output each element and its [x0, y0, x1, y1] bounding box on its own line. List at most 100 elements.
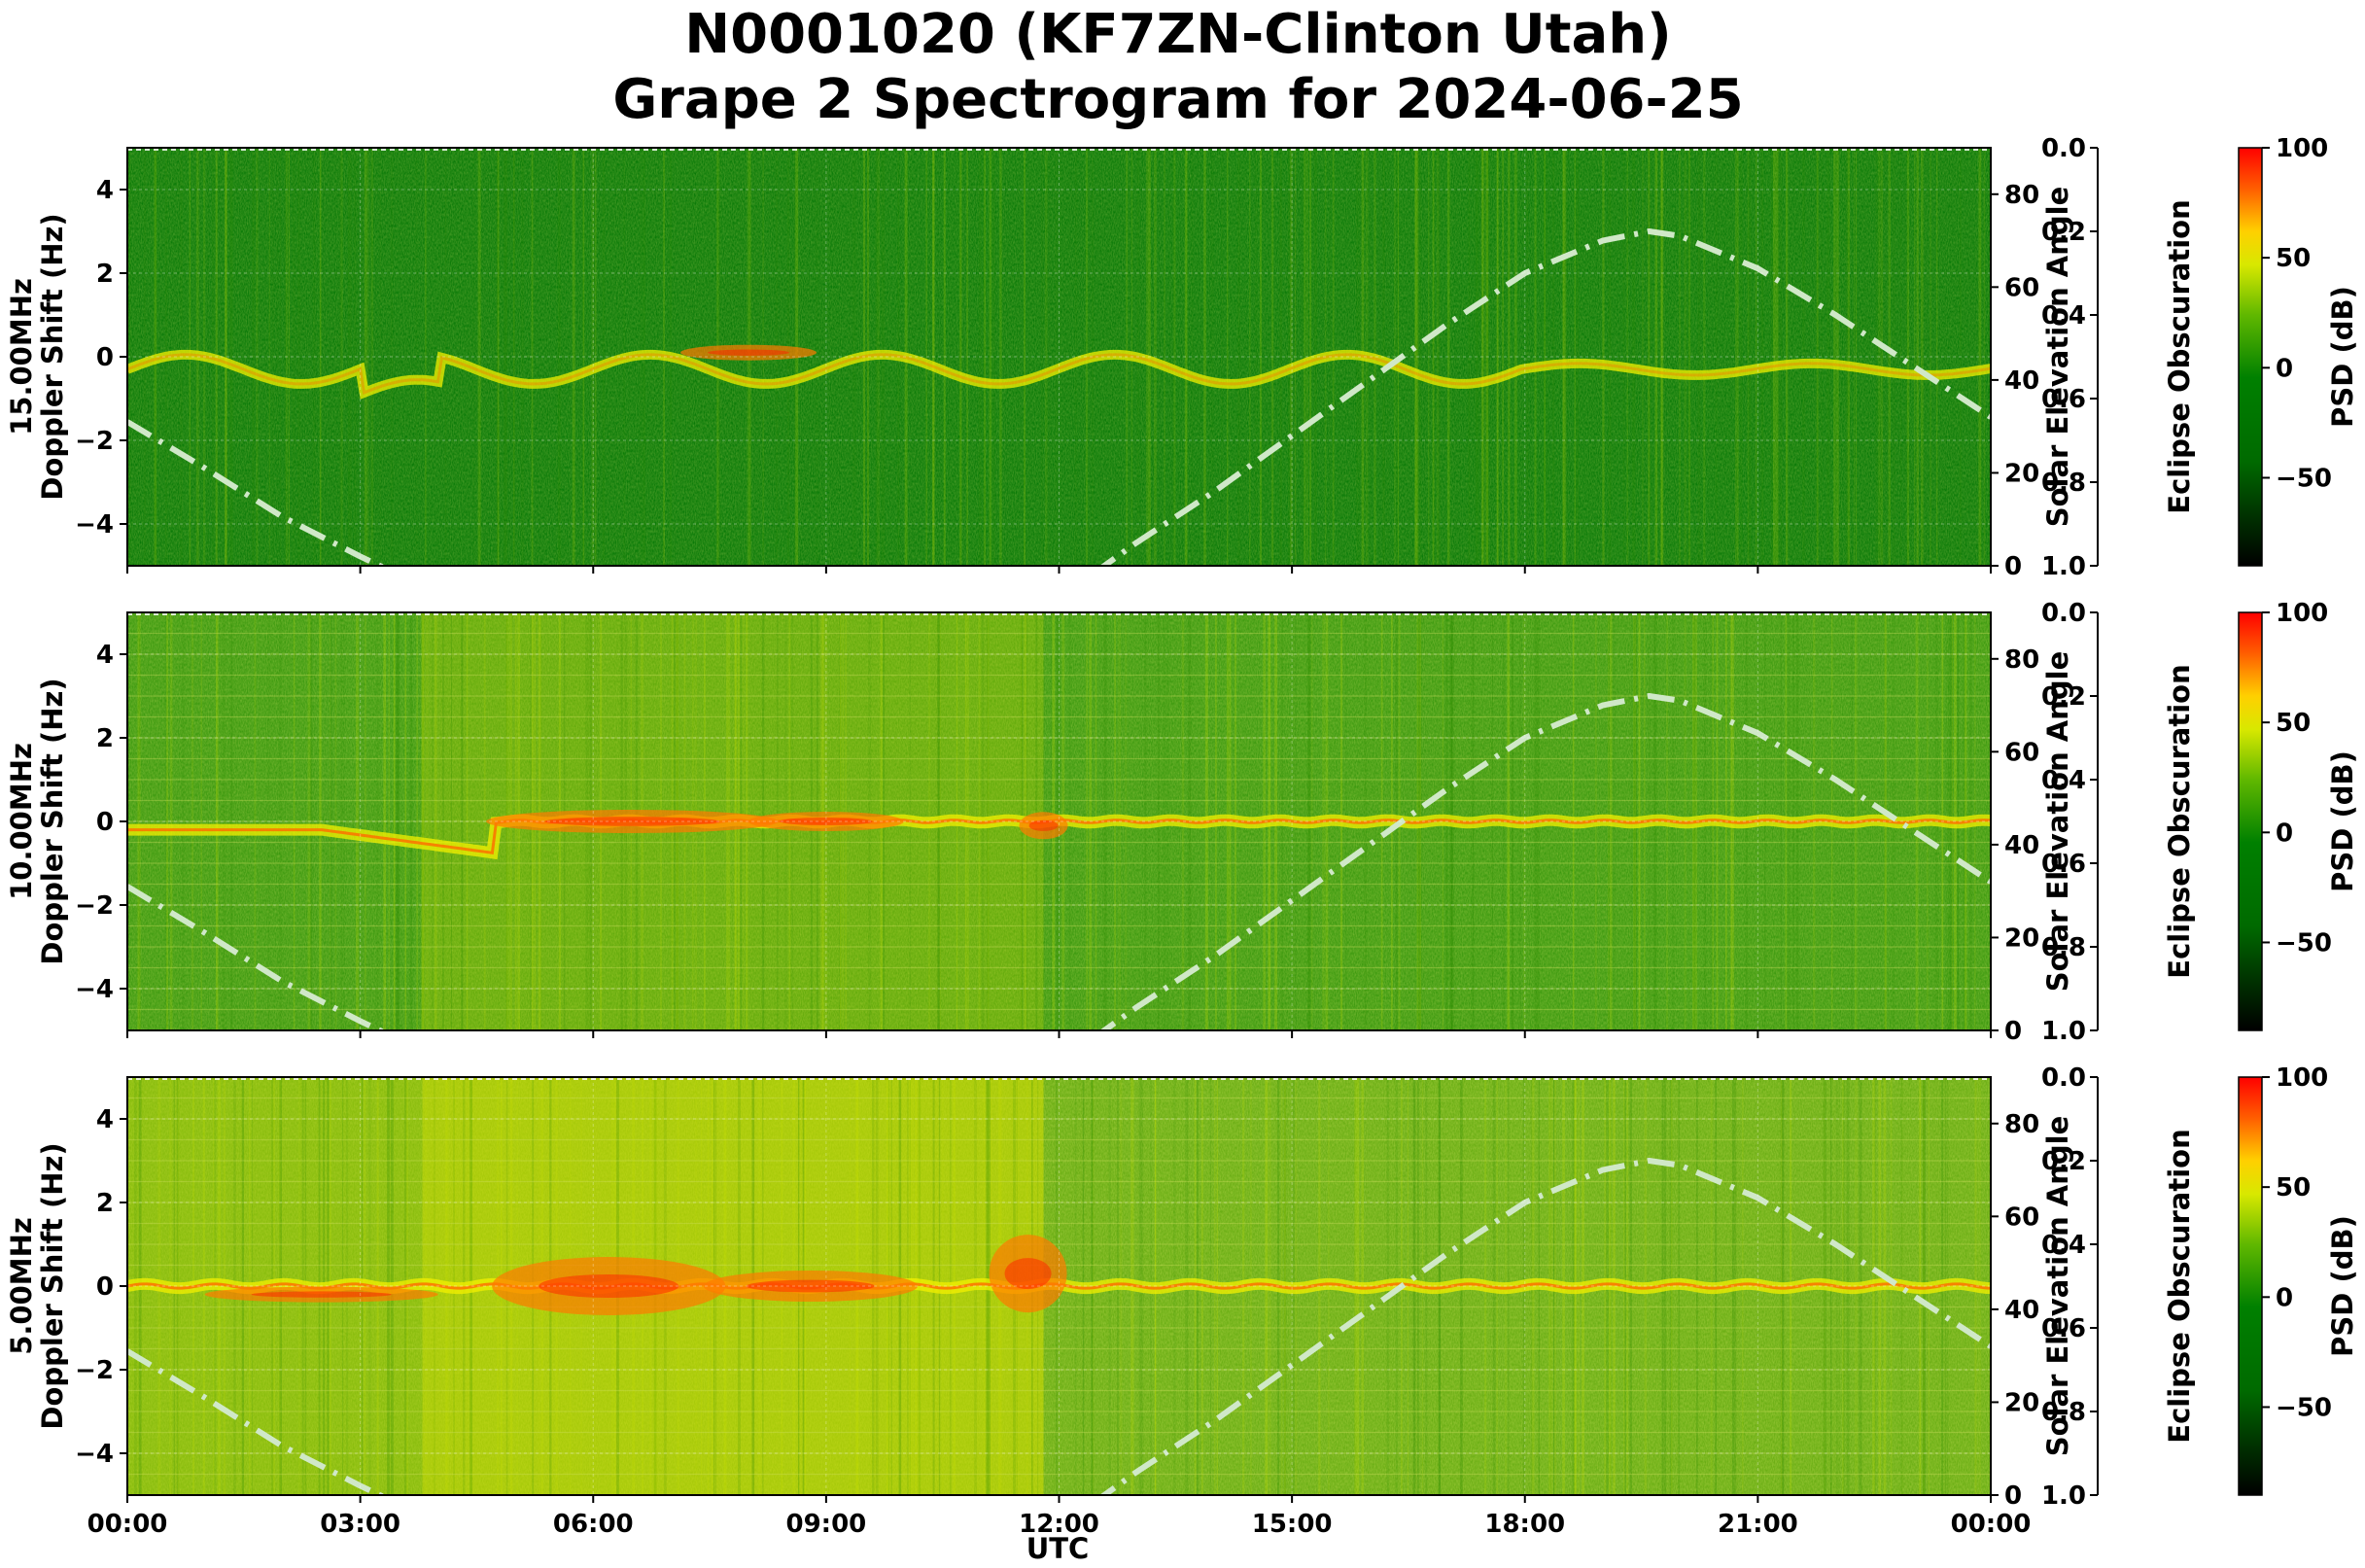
psd-tick-label: −50 — [2276, 928, 2332, 958]
x-tick-label: 18:00 — [1484, 1510, 1565, 1539]
psd-axis-label: PSD (dB) — [2326, 750, 2359, 892]
x-tick-label: 12:00 — [1019, 1510, 1099, 1539]
eclipse-tick-label: 0.0 — [2041, 134, 2086, 163]
y-tick-label: −2 — [75, 427, 114, 456]
eclipse-tick-label: 0.6 — [2041, 385, 2086, 414]
psd-tick-label: 0 — [2276, 819, 2293, 848]
y-tick-label: 0 — [96, 343, 114, 372]
psd-tick-label: 100 — [2276, 1063, 2328, 1093]
psd-tick-label: 100 — [2276, 134, 2328, 163]
x-tick-label: 15:00 — [1252, 1510, 1333, 1539]
eclipse-tick-label: 1.0 — [2041, 1017, 2086, 1046]
x-axis-label: UTC — [1026, 1532, 1090, 1565]
solar-tick-label: 80 — [2004, 645, 2039, 675]
solar-tick-label: 0 — [2004, 1017, 2022, 1046]
carrier-trace — [127, 349, 1991, 400]
eclipse-tick-label: 0.6 — [2041, 850, 2086, 879]
solar-tick-label: 0 — [2004, 1481, 2022, 1511]
eclipse-tick-label: 1.0 — [2041, 552, 2086, 581]
spectrogram-heatmap — [127, 612, 1991, 1030]
eclipse-tick-label: 0.0 — [2041, 1063, 2086, 1093]
psd-axis-label: PSD (dB) — [2326, 1215, 2359, 1357]
y-tick-label: 2 — [96, 1189, 114, 1218]
eclipse-tick-label: 0.6 — [2041, 1314, 2086, 1343]
y-tick-label: −4 — [75, 975, 114, 1004]
chart-subtitle: Grape 2 Spectrogram for 2024-06-25 — [612, 68, 1743, 131]
frequency-label: 5.00MHz — [5, 1217, 38, 1355]
eclipse-tick-label: 0.4 — [2041, 766, 2086, 795]
solar-elevation-curve — [127, 693, 1991, 1030]
y-tick-label: −4 — [75, 1440, 114, 1469]
x-tick-label: 06:00 — [553, 1510, 634, 1539]
solar-tick-label: 80 — [2004, 1110, 2039, 1139]
psd-tick-label: −50 — [2276, 1393, 2332, 1422]
solar-axis-label: Solar Elevation Angle — [2041, 187, 2074, 528]
psd-tick-label: 0 — [2276, 1283, 2293, 1312]
y-tick-label: −4 — [75, 510, 114, 540]
psd-colorbar — [2238, 611, 2263, 1031]
eclipse-tick-label: 0.2 — [2041, 1147, 2086, 1176]
eclipse-axis-label: Eclipse Obscuration — [2163, 199, 2196, 513]
solar-tick-label: 40 — [2004, 831, 2039, 860]
eclipse-tick-label: 0.2 — [2041, 682, 2086, 712]
y-tick-label: 4 — [96, 176, 114, 205]
frequency-label: 10.00MHz — [5, 743, 38, 900]
spectrogram-heatmap — [127, 1077, 1991, 1495]
solar-elevation-curve — [127, 228, 1991, 566]
x-tick-label: 21:00 — [1718, 1510, 1798, 1539]
eclipse-tick-label: 0.0 — [2041, 599, 2086, 628]
solar-tick-label: 80 — [2004, 181, 2039, 210]
solar-tick-label: 60 — [2004, 273, 2039, 302]
psd-tick-label: 100 — [2276, 599, 2328, 628]
psd-tick-label: 50 — [2276, 1173, 2311, 1202]
frequency-label: 15.00MHz — [5, 278, 38, 436]
psd-axis-label: PSD (dB) — [2326, 286, 2359, 428]
solar-elevation-curve — [127, 1158, 1991, 1495]
x-tick-label: 00:00 — [87, 1510, 168, 1539]
eclipse-tick-label: 0.4 — [2041, 301, 2086, 331]
solar-tick-label: 20 — [2004, 923, 2039, 953]
eclipse-tick-label: 0.8 — [2041, 1398, 2086, 1427]
doppler-axis-label: Doppler Shift (Hz) — [36, 213, 69, 500]
psd-tick-label: 50 — [2276, 709, 2311, 738]
solar-axis-label: Solar Elevation Angle — [2041, 651, 2074, 993]
eclipse-tick-label: 0.8 — [2041, 469, 2086, 498]
y-tick-label: −2 — [75, 1356, 114, 1385]
psd-tick-label: −50 — [2276, 464, 2332, 493]
doppler-axis-label: Doppler Shift (Hz) — [36, 1142, 69, 1429]
y-tick-label: 2 — [96, 260, 114, 289]
solar-tick-label: 60 — [2004, 738, 2039, 767]
y-tick-label: 4 — [96, 641, 114, 670]
spectrogram-heatmap — [127, 148, 1991, 566]
psd-colorbar — [2238, 147, 2263, 567]
solar-tick-label: 20 — [2004, 1388, 2039, 1417]
y-tick-label: 4 — [96, 1105, 114, 1134]
psd-tick-label: 50 — [2276, 244, 2311, 273]
x-tick-label: 09:00 — [785, 1510, 866, 1539]
solar-tick-label: 60 — [2004, 1202, 2039, 1232]
solar-axis-label: Solar Elevation Angle — [2041, 1116, 2074, 1457]
eclipse-axis-label: Eclipse Obscuration — [2163, 664, 2196, 978]
y-tick-label: 0 — [96, 808, 114, 837]
eclipse-axis-label: Eclipse Obscuration — [2163, 1129, 2196, 1443]
eclipse-tick-label: 0.4 — [2041, 1231, 2086, 1260]
solar-tick-label: 0 — [2004, 552, 2022, 581]
psd-colorbar — [2238, 1076, 2263, 1496]
chart-title: N0001020 (KF7ZN-Clinton Utah) — [684, 3, 1672, 66]
psd-tick-label: 0 — [2276, 354, 2293, 383]
y-tick-label: 0 — [96, 1272, 114, 1302]
eclipse-tick-label: 0.8 — [2041, 933, 2086, 962]
doppler-axis-label: Doppler Shift (Hz) — [36, 678, 69, 964]
y-tick-label: −2 — [75, 891, 114, 921]
y-tick-label: 2 — [96, 724, 114, 753]
x-tick-label: 00:00 — [1951, 1510, 2032, 1539]
solar-tick-label: 20 — [2004, 459, 2039, 488]
solar-tick-label: 40 — [2004, 1296, 2039, 1325]
eclipse-tick-label: 1.0 — [2041, 1481, 2086, 1511]
solar-tick-label: 40 — [2004, 366, 2039, 396]
eclipse-tick-label: 0.2 — [2041, 218, 2086, 247]
